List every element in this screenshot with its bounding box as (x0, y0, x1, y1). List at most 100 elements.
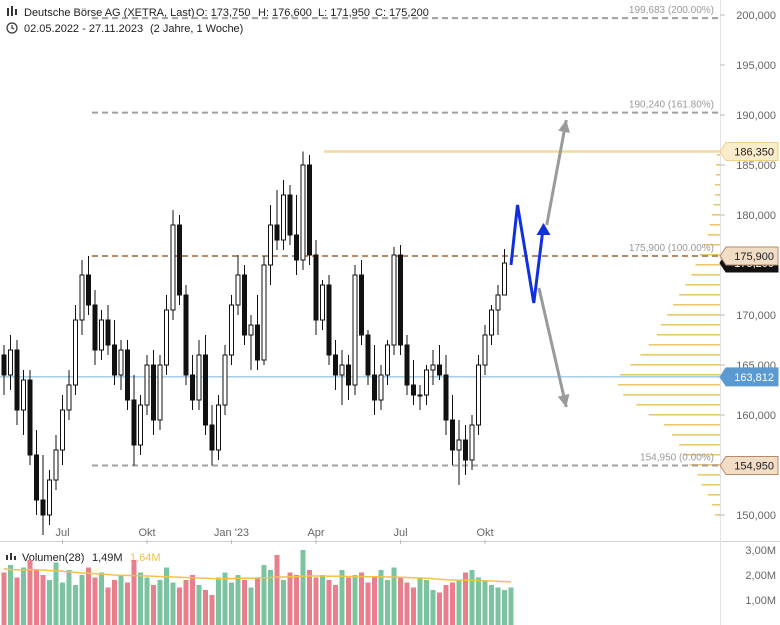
volume-bar (53, 562, 59, 625)
volume-bar (34, 570, 39, 625)
candle (73, 305, 78, 395)
candle-body-up (391, 254, 397, 346)
volume-bar (508, 587, 514, 625)
volume-bar (255, 577, 260, 625)
candles[interactable] (1, 151, 507, 536)
candle-body-up (482, 334, 488, 366)
candle-body-up (157, 364, 163, 421)
candle (365, 330, 371, 385)
volume-profile-bar (667, 314, 720, 316)
volume-bar (430, 590, 436, 625)
fib-label: 190,240 (161.80%) (629, 100, 714, 111)
volume-bar (196, 585, 202, 625)
clock-icon (6, 22, 18, 34)
candle-body-up (456, 439, 462, 451)
line-price-badge-label: 163,812 (734, 372, 774, 384)
time-tick-label: Okt (138, 527, 155, 539)
time-tick-label: Okt (476, 527, 493, 539)
fib-label: 154,950 (0.00%) (640, 453, 714, 464)
volume-tick-label: 3,00M (745, 545, 776, 557)
volume-tick-label: 1,00M (745, 595, 776, 607)
candle-body-down (404, 344, 410, 386)
volume-bar (170, 582, 176, 625)
candle-body-down (105, 319, 111, 346)
candle-body-up (378, 374, 384, 401)
price-tick-label: 185,000 (736, 160, 776, 172)
volume-profile-bar (679, 444, 720, 446)
volume-bar (60, 582, 65, 625)
candlestick-icon[interactable] (7, 6, 17, 16)
candle (320, 280, 325, 330)
candle (450, 395, 455, 465)
volume-bar (352, 575, 358, 625)
candle-body-down (112, 344, 117, 376)
volume-bar (47, 580, 52, 625)
candle-body-down (125, 349, 130, 401)
candle (469, 415, 475, 470)
volume-bar (27, 560, 33, 625)
candle (112, 320, 117, 385)
candle (86, 256, 91, 315)
volume-bar (8, 565, 13, 625)
candle-body-down (34, 454, 39, 501)
volume-profile-bar (699, 254, 720, 256)
volume-bar (144, 577, 150, 625)
volume-average-value: 1,64M (130, 552, 161, 564)
candle-body-up (320, 284, 325, 321)
fib-label: 199,683 (200.00%) (629, 5, 714, 16)
volume-bar (365, 582, 371, 625)
candle (398, 245, 403, 355)
candle (170, 210, 176, 320)
candle (476, 355, 481, 435)
price-axis[interactable]: 150,000155,000160,000165,000170,000175,0… (720, 10, 776, 522)
volume-profile-bar (711, 214, 720, 216)
candle (164, 295, 169, 375)
volume-profile (618, 154, 720, 516)
candle-body-down (326, 284, 332, 356)
candle-body-down (398, 254, 403, 346)
volume-bar (248, 587, 254, 625)
volume-bar (105, 587, 111, 625)
candle (47, 470, 52, 525)
candle-body-up (261, 264, 267, 361)
candle-body-up (385, 344, 390, 376)
volume-profile-bar (714, 184, 720, 186)
candle-body-up (60, 409, 65, 451)
volume-bar (177, 587, 182, 625)
candle-body-down (1, 354, 7, 376)
volume-bar (300, 550, 306, 625)
volume-bar (385, 580, 390, 625)
candle-body-up (66, 384, 72, 411)
candle-body-up (281, 194, 286, 241)
volume-bars[interactable] (1, 550, 514, 625)
candle (21, 370, 26, 435)
candle-body-up (53, 449, 59, 481)
time-axis[interactable]: Jul Okt Jan '23 Apr Jul Okt (55, 527, 494, 544)
price-tick-label: 180,000 (736, 210, 776, 222)
volume-bar (261, 565, 267, 625)
time-tick-label: Jul (393, 527, 407, 539)
candle (482, 325, 488, 375)
price-tick-label: 150,000 (736, 510, 776, 522)
candle (346, 355, 351, 400)
volume-bar (313, 577, 319, 625)
candle (66, 370, 72, 420)
candle (53, 435, 59, 490)
volume-bar (157, 580, 163, 625)
fib-0-badge-shape (719, 456, 779, 475)
candle (125, 340, 130, 410)
candle-body-up (164, 309, 169, 366)
candle-body-down (333, 354, 338, 376)
candle-body-up (352, 274, 358, 386)
candle (287, 185, 293, 245)
candle-body-up (417, 394, 423, 397)
volume-bar (281, 580, 286, 625)
candle-body-up (222, 354, 228, 406)
candle (92, 290, 98, 365)
fib-0-badge: 154,950 (719, 456, 779, 475)
candle (242, 265, 247, 345)
volume-bar (502, 590, 507, 625)
candle (313, 240, 319, 335)
volume-bar (125, 582, 130, 625)
